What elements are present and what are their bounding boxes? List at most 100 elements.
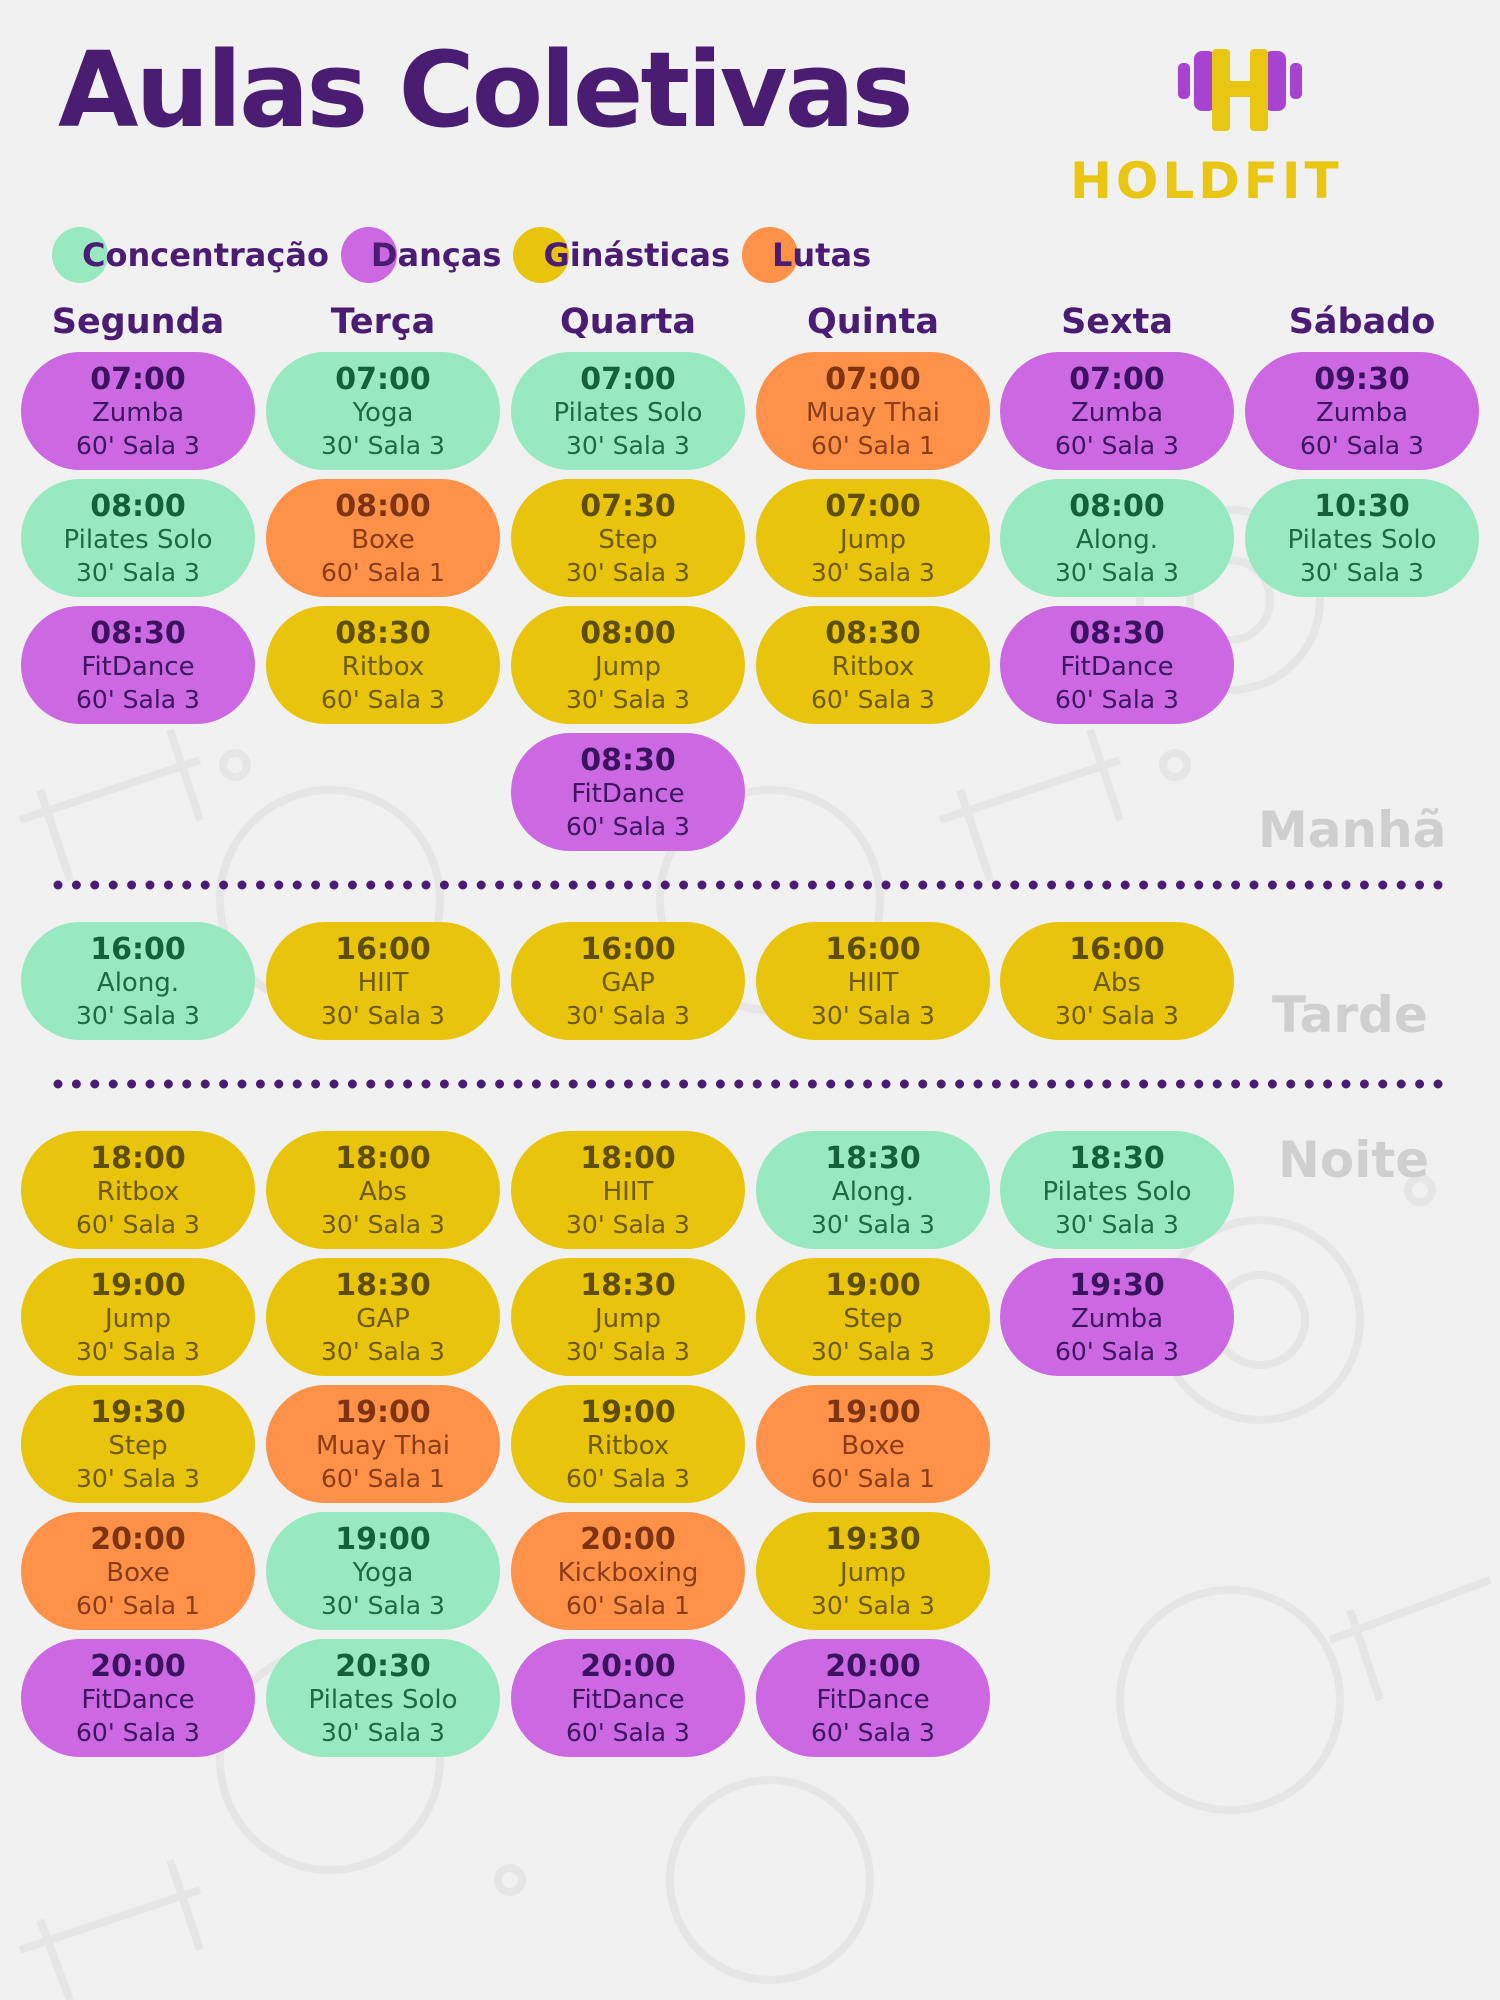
class-time: 20:30 (335, 1649, 431, 1684)
class-name: GAP (356, 1304, 410, 1334)
class-card: 07:00 Zumba 60' Sala 3 (21, 352, 255, 470)
class-detail: 30' Sala 3 (566, 1337, 690, 1366)
class-time: 08:30 (1069, 616, 1165, 651)
class-card: 20:00 FitDance 60' Sala 3 (511, 1639, 745, 1757)
class-card: 19:00 Boxe 60' Sala 1 (756, 1385, 990, 1503)
class-time: 07:00 (1069, 362, 1165, 397)
class-detail: 60' Sala 1 (811, 1464, 935, 1493)
class-name: HIIT (602, 1177, 654, 1207)
class-detail: 30' Sala 3 (811, 1210, 935, 1239)
class-name: Along. (1075, 525, 1159, 555)
class-time: 19:00 (335, 1522, 431, 1557)
class-time: 07:00 (335, 362, 431, 397)
class-name: Along. (96, 968, 180, 998)
class-name: Muay Thai (315, 1431, 450, 1461)
class-name: Jump (105, 1304, 171, 1334)
dumbbell-icon (1328, 1576, 1492, 1702)
class-card: 19:00 Ritbox 60' Sala 3 (511, 1385, 745, 1503)
class-card: 20:00 FitDance 60' Sala 3 (21, 1639, 255, 1757)
class-detail: 30' Sala 3 (566, 1210, 690, 1239)
page-title: Aulas Coletivas (58, 29, 914, 151)
class-name: Boxe (841, 1431, 905, 1461)
class-card: 18:30 Jump 30' Sala 3 (511, 1258, 745, 1376)
class-detail: 30' Sala 3 (811, 1001, 935, 1030)
class-time: 08:30 (580, 743, 676, 778)
class-card: 08:30 FitDance 60' Sala 3 (511, 733, 745, 851)
class-name: FitDance (81, 652, 195, 682)
class-time: 19:00 (825, 1268, 921, 1303)
class-time: 16:00 (1069, 932, 1165, 967)
legend-label: Ginásticas (543, 236, 730, 274)
category-legend: Concentração Danças Ginásticas Lutas (52, 227, 883, 283)
class-card: 08:30 Ritbox 60' Sala 3 (266, 606, 500, 724)
class-name: Pilates Solo (63, 525, 213, 555)
class-name: Pilates Solo (308, 1685, 458, 1715)
period-label-afternoon: Tarde (1272, 986, 1428, 1044)
class-card: 08:00 Along. 30' Sala 3 (1000, 479, 1234, 597)
class-card: 19:00 Muay Thai 60' Sala 1 (266, 1385, 500, 1503)
class-name: FitDance (81, 1685, 195, 1715)
class-detail: 30' Sala 3 (566, 685, 690, 714)
class-time: 16:00 (580, 932, 676, 967)
class-detail: 30' Sala 3 (321, 431, 445, 460)
class-name: Jump (595, 652, 661, 682)
legend-label: Lutas (772, 236, 872, 274)
class-card: 18:30 GAP 30' Sala 3 (266, 1258, 500, 1376)
class-detail: 30' Sala 3 (321, 1591, 445, 1620)
class-name: Step (108, 1431, 168, 1461)
class-time: 19:30 (90, 1395, 186, 1430)
class-name: Zumba (91, 398, 185, 428)
class-time: 18:30 (825, 1141, 921, 1176)
class-name: Yoga (352, 398, 414, 428)
class-card: 16:00 Abs 30' Sala 3 (1000, 922, 1234, 1040)
class-name: Pilates Solo (553, 398, 703, 428)
class-detail: 30' Sala 3 (1055, 558, 1179, 587)
class-detail: 30' Sala 3 (811, 1591, 935, 1620)
class-detail: 30' Sala 3 (811, 558, 935, 587)
class-time: 19:00 (90, 1268, 186, 1303)
class-detail: 30' Sala 3 (321, 1001, 445, 1030)
class-name: Zumba (1070, 1304, 1164, 1334)
class-detail: 60' Sala 1 (321, 558, 445, 587)
kettlebell-icon (666, 1776, 874, 1984)
legend-swatch-ginasticas (513, 227, 570, 283)
class-card: 20:00 FitDance 60' Sala 3 (756, 1639, 990, 1757)
class-name: Ritbox (341, 652, 425, 682)
day-header: Terça (330, 302, 436, 342)
class-card: 07:00 Muay Thai 60' Sala 1 (756, 352, 990, 470)
class-time: 19:00 (335, 1395, 431, 1430)
class-card: 19:00 Jump 30' Sala 3 (21, 1258, 255, 1376)
class-name: Jump (595, 1304, 661, 1334)
class-card: 08:30 FitDance 60' Sala 3 (1000, 606, 1234, 724)
class-detail: 30' Sala 3 (566, 1001, 690, 1030)
class-time: 16:00 (90, 932, 186, 967)
class-time: 18:00 (580, 1141, 676, 1176)
class-card: 07:00 Zumba 60' Sala 3 (1000, 352, 1234, 470)
class-name: Along. (831, 1177, 915, 1207)
class-time: 07:00 (825, 489, 921, 524)
class-time: 16:00 (825, 932, 921, 967)
class-time: 20:00 (580, 1522, 676, 1557)
dumbbell-icon (938, 728, 1124, 882)
class-detail: 60' Sala 3 (811, 685, 935, 714)
class-card: 16:00 HIIT 30' Sala 3 (756, 922, 990, 1040)
day-header: Sábado (1288, 302, 1436, 342)
class-detail: 60' Sala 3 (76, 1718, 200, 1747)
class-detail: 60' Sala 3 (566, 1718, 690, 1747)
class-card: 16:00 GAP 30' Sala 3 (511, 922, 745, 1040)
class-time: 18:30 (335, 1268, 431, 1303)
class-card: 20:00 Kickboxing 60' Sala 1 (511, 1512, 745, 1630)
class-detail: 30' Sala 3 (1300, 558, 1424, 587)
class-card: 16:00 Along. 30' Sala 3 (21, 922, 255, 1040)
legend-item-dancas: Danças (340, 227, 501, 283)
class-card: 08:00 Boxe 60' Sala 1 (266, 479, 500, 597)
class-card: 18:30 Along. 30' Sala 3 (756, 1131, 990, 1249)
class-card: 16:00 HIIT 30' Sala 3 (266, 922, 500, 1040)
class-card: 07:00 Jump 30' Sala 3 (756, 479, 990, 597)
class-card: 08:30 FitDance 60' Sala 3 (21, 606, 255, 724)
class-time: 07:00 (580, 362, 676, 397)
class-time: 09:30 (1314, 362, 1410, 397)
class-time: 08:00 (90, 489, 186, 524)
period-label-morning: Manhã (1258, 801, 1447, 859)
class-detail: 30' Sala 3 (321, 1337, 445, 1366)
